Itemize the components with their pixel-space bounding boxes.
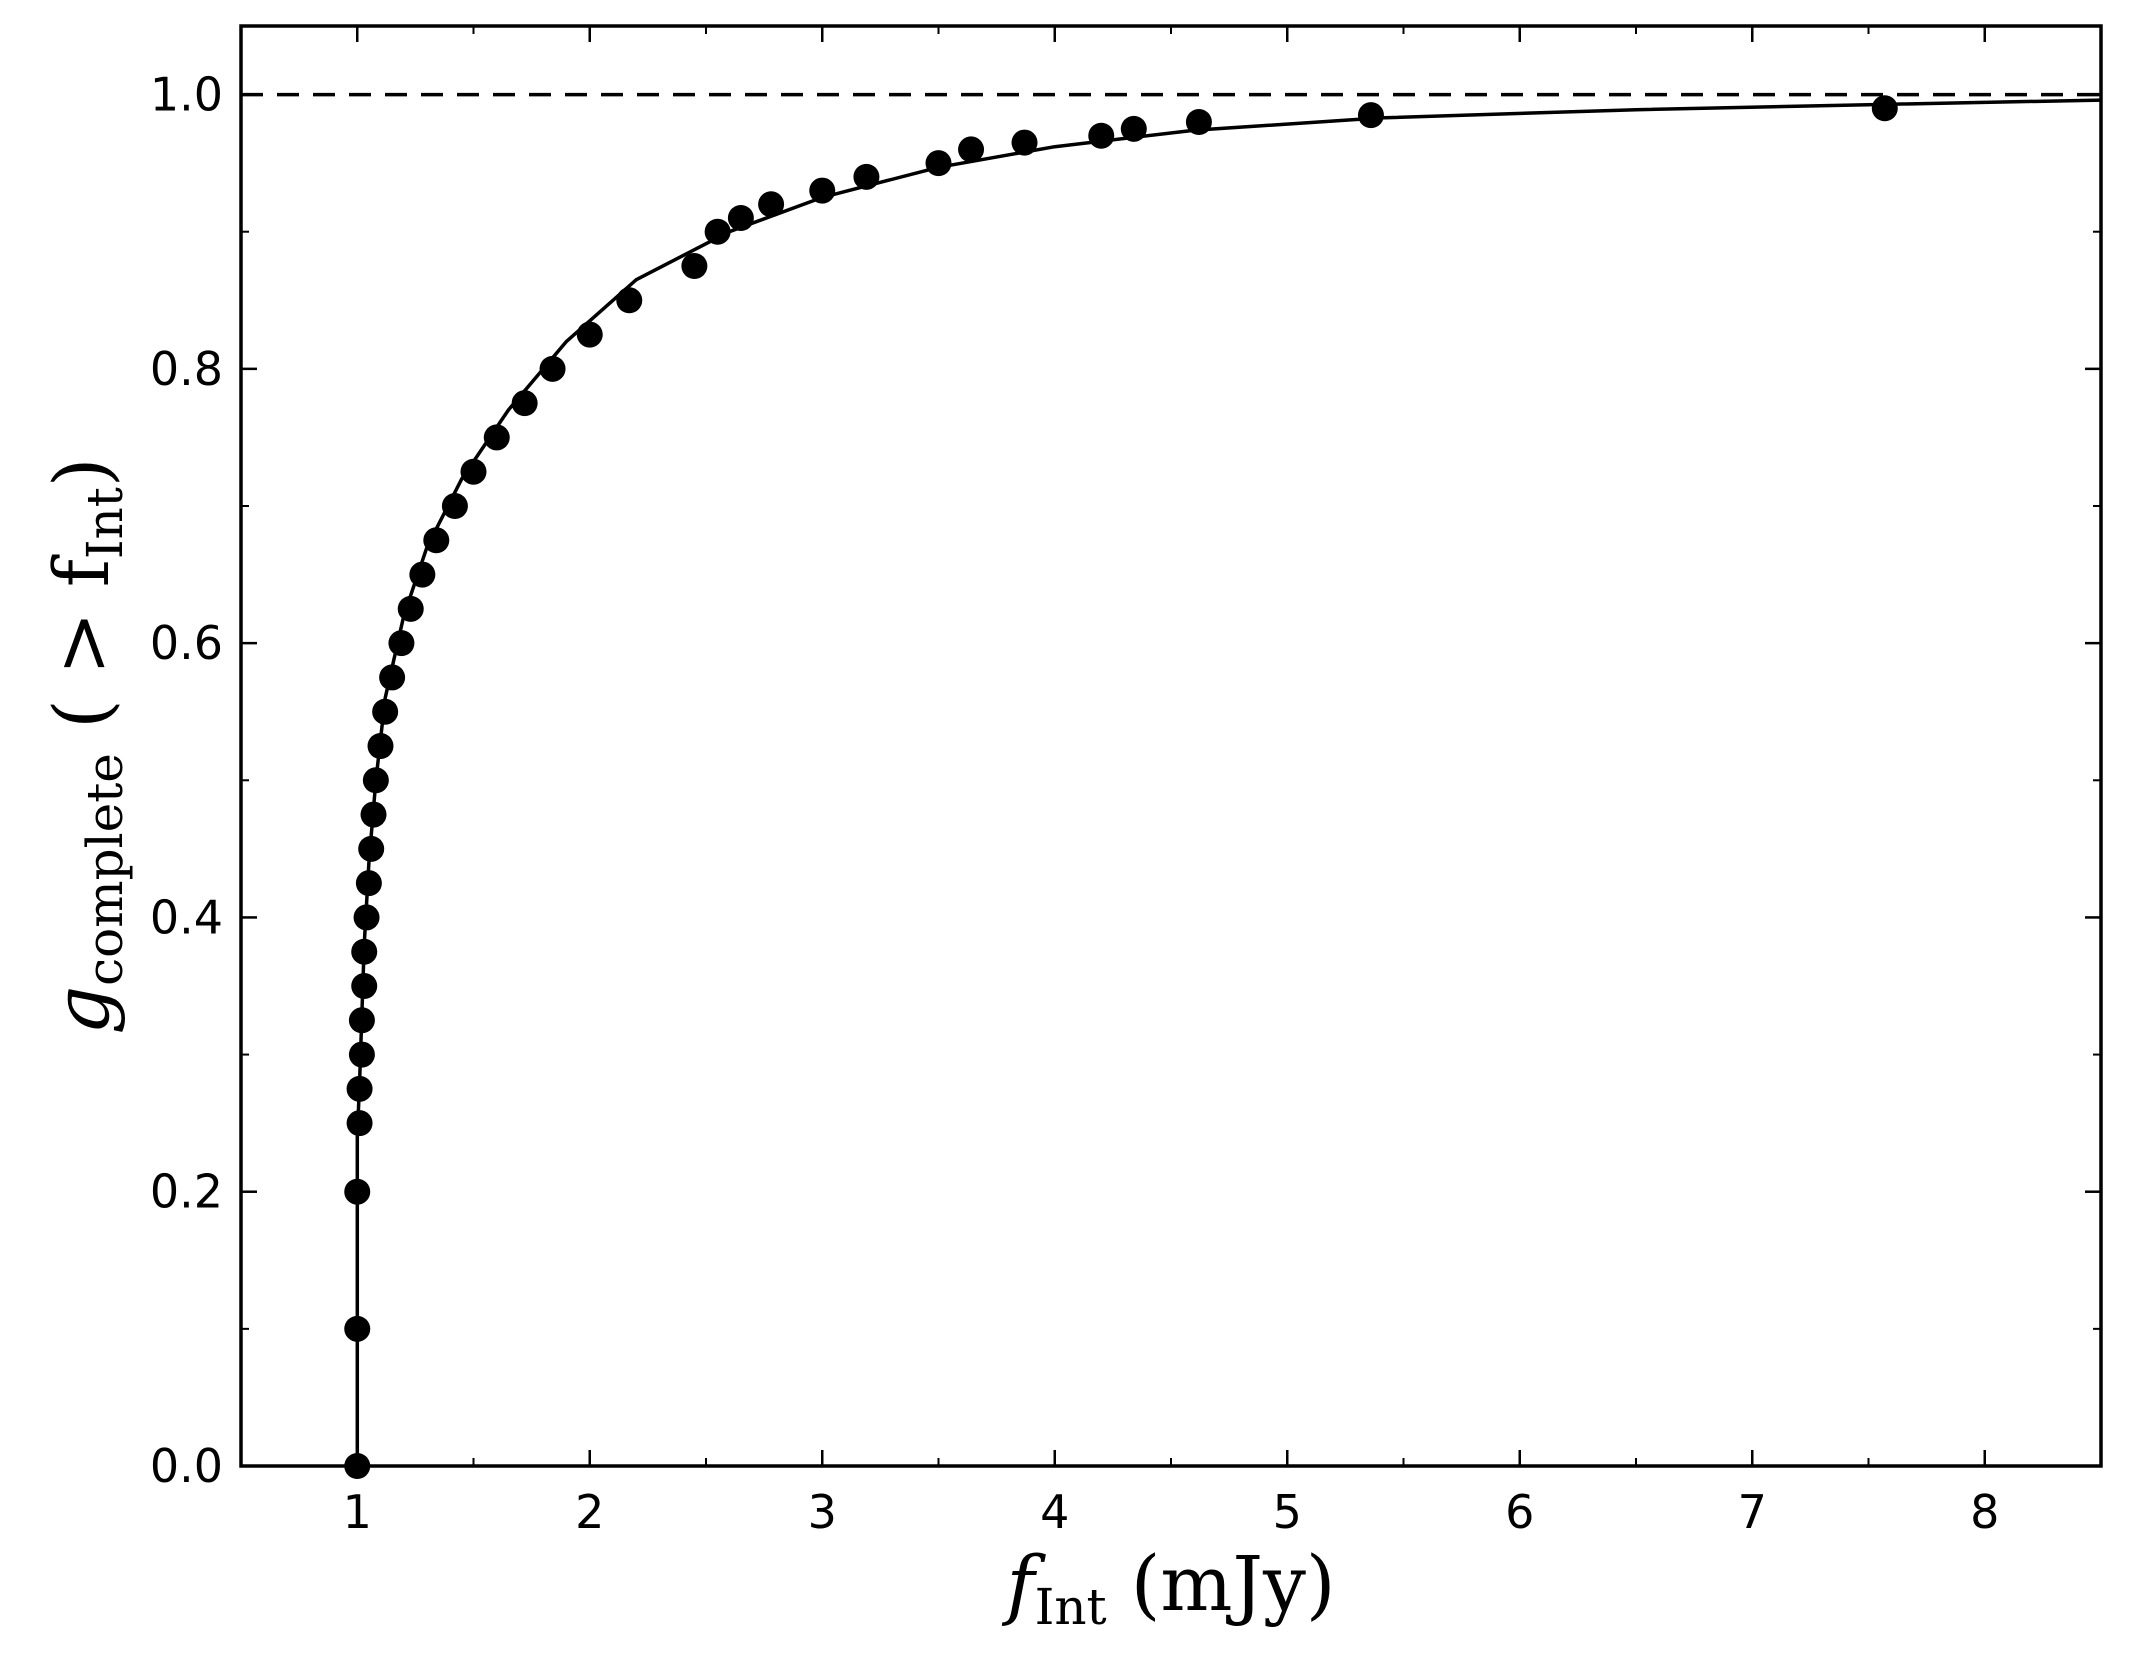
data-point — [355, 870, 382, 897]
y-tick-label: 0.8 — [150, 342, 223, 396]
data-point — [853, 163, 880, 190]
x-tick-label: 7 — [1738, 1485, 1767, 1539]
y-tick-label: 0.2 — [150, 1165, 223, 1219]
y-tick-label: 0.0 — [150, 1439, 223, 1493]
data-point — [758, 191, 785, 218]
data-point — [576, 321, 603, 348]
y-axis-label: gcomplete ( > fInt) — [37, 457, 134, 1034]
data-point — [358, 835, 385, 862]
data-point — [362, 767, 389, 794]
x-tick-label: 2 — [575, 1485, 604, 1539]
data-point — [348, 1041, 375, 1068]
data-point — [409, 561, 436, 588]
data-point — [616, 287, 643, 314]
x-tick-label: 1 — [343, 1485, 372, 1539]
x-tick-label: 4 — [1040, 1485, 1069, 1539]
data-point — [1011, 129, 1038, 156]
data-point — [1357, 102, 1384, 129]
data-point — [483, 424, 510, 451]
data-point — [344, 1178, 371, 1205]
data-point — [351, 938, 378, 965]
data-point — [681, 253, 708, 279]
axes-frame — [239, 24, 2103, 1468]
data-point — [1120, 115, 1147, 142]
data-point — [346, 1075, 373, 1102]
data-point — [539, 355, 566, 382]
data-point — [346, 1110, 373, 1137]
y-tick-label: 1.0 — [150, 68, 223, 122]
series-line — [355, 98, 2102, 1466]
y-axis-label-condition: ( > f — [37, 554, 126, 753]
data-point — [511, 390, 538, 417]
data-point — [344, 1315, 371, 1342]
data-point — [348, 1007, 375, 1034]
data-point — [704, 218, 731, 245]
data-point — [353, 904, 380, 931]
data-point — [958, 136, 985, 163]
data-point — [460, 458, 487, 485]
data-point — [423, 527, 450, 554]
y-tick-label: 0.4 — [150, 890, 223, 944]
data-point — [1185, 109, 1212, 135]
data-point — [925, 150, 952, 177]
data-point — [379, 664, 406, 691]
x-tick-label: 5 — [1273, 1485, 1302, 1539]
x-axis-label: fInt (mJy) — [1001, 1539, 1335, 1636]
data-point — [441, 493, 468, 519]
data-point — [360, 801, 387, 828]
x-axis-label-unit: (mJy) — [1107, 1539, 1336, 1628]
data-point — [372, 698, 399, 725]
data-point — [1088, 122, 1115, 149]
y-axis-label-close: ) — [37, 457, 126, 487]
x-tick-label: 3 — [808, 1485, 837, 1539]
data-point — [388, 630, 415, 657]
x-tick-label: 6 — [1505, 1485, 1534, 1539]
y-tick-label: 0.6 — [150, 616, 223, 670]
x-axis-label-subscript: Int — [1035, 1578, 1107, 1636]
data-point — [809, 177, 836, 204]
axes: 1 2 3 4 5 6 7 8 0.0 0.2 0.4 0.6 0.8 1.0 — [150, 26, 2102, 1539]
data-point — [351, 973, 378, 999]
data-point — [727, 205, 754, 231]
data-point — [1871, 95, 1898, 122]
y-axis-label-symbol: g — [37, 986, 126, 1035]
y-axis-label-subscript: complete — [76, 753, 134, 986]
data-point — [397, 595, 424, 622]
plot-area — [241, 92, 2102, 1479]
y-axis-label-condition-subscript: Int — [76, 487, 134, 559]
data-point — [367, 733, 394, 759]
x-tick-label: 8 — [1970, 1485, 1999, 1539]
